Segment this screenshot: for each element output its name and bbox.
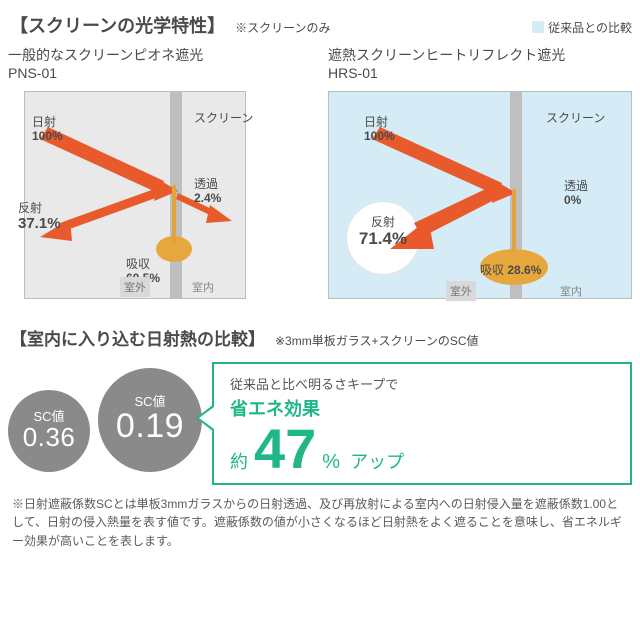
section2-header: 【室内に入り込む日射熱の比較】 ※3mm単板ガラス+スクリーンのSC値 <box>0 305 640 356</box>
diagram-right-title: 遮熱スクリーンヒートリフレクト遮光 <box>328 46 632 65</box>
promo-lead: 従来品と比べ明るさキープで <box>230 374 620 393</box>
section2-note: ※3mm単板ガラス+スクリーンのSC値 <box>275 332 479 349</box>
lbl-left-transmit: 透過 2.4% <box>194 177 221 206</box>
lbl-left-reflect: 反射 37.1% <box>18 201 61 233</box>
diagram-left-title: 一般的なスクリーンピオネ遮光 <box>8 46 312 65</box>
diagram-left-stick <box>172 185 176 245</box>
footnote: ※日射遮蔽係数SCとは単板3mmガラスからの日射透過、及び再放射による室内への日… <box>0 485 640 551</box>
sc-left-value: 0.36 <box>23 424 76 451</box>
diagram-right-box: 日射 100% 透過 0% 反射 71.4% 吸収 28.6% スクリーン 室外… <box>328 85 632 305</box>
section2-title: 【室内に入り込む日射熱の比較】 <box>8 321 267 354</box>
diagram-right: 遮熱スクリーンヒートリフレクト遮光 HRS-01 日射 100% 透過 0% <box>328 44 632 305</box>
lbl-right-transmit: 透過 0% <box>564 179 588 208</box>
sc-right-value: 0.19 <box>116 409 184 445</box>
lbl-right-roomin: 室内 <box>560 283 582 299</box>
lbl-right-reflect: 反射 71.4% <box>358 215 408 250</box>
diagram-right-stick <box>512 189 516 253</box>
lbl-left-incident: 日射 100% <box>32 115 63 144</box>
lbl-right-incident: 日射 100% <box>364 115 395 144</box>
section1-note: ※スクリーンのみ <box>235 19 330 36</box>
diagram-right-code: HRS-01 <box>328 65 632 81</box>
sc-badges: SC値 0.36 SC値 0.19 <box>8 362 202 472</box>
diagram-row: 一般的なスクリーンピオネ遮光 PNS-01 日射 100% 透過 2.4% <box>0 44 640 305</box>
sc-badge-right: SC値 0.19 <box>98 368 202 472</box>
promo-pct: % <box>322 451 340 474</box>
section1-header: 【スクリーンの光学特性】 ※スクリーンのみ 従来品との比較 <box>0 0 640 44</box>
section1-title: 【スクリーンの光学特性】 <box>8 8 227 42</box>
promo-up: アップ <box>350 448 404 474</box>
legend-square <box>532 21 544 33</box>
promo-big-row: 約 47 % アップ <box>230 421 620 477</box>
lbl-left-screen: スクリーン <box>194 111 253 125</box>
promo-yaku: 約 <box>230 448 248 474</box>
section1-legend: 従来品との比較 <box>548 21 632 35</box>
promo-box: 従来品と比べ明るさキープで 省エネ効果 約 47 % アップ <box>212 362 632 485</box>
lbl-right-roomout: 室外 <box>446 281 476 301</box>
lbl-right-screen: スクリーン <box>546 111 605 125</box>
diagram-left: 一般的なスクリーンピオネ遮光 PNS-01 日射 100% 透過 2.4% <box>8 44 312 305</box>
sc-badge-left: SC値 0.36 <box>8 390 90 472</box>
lbl-right-absorb: 吸収 28.6% <box>480 263 541 277</box>
section1-legend-wrap: 従来品との比較 <box>532 19 632 36</box>
promo-notch-icon <box>196 404 214 432</box>
lbl-left-roomout: 室外 <box>120 277 150 297</box>
diagram-left-code: PNS-01 <box>8 65 312 81</box>
sc-row: SC値 0.36 SC値 0.19 従来品と比べ明るさキープで 省エネ効果 約 … <box>0 356 640 485</box>
lbl-left-roomin: 室内 <box>192 279 214 295</box>
diagram-left-box: 日射 100% 透過 2.4% 反射 37.1% 吸収 60.5% スクリーン … <box>8 85 312 305</box>
promo-num: 47 <box>254 421 316 477</box>
